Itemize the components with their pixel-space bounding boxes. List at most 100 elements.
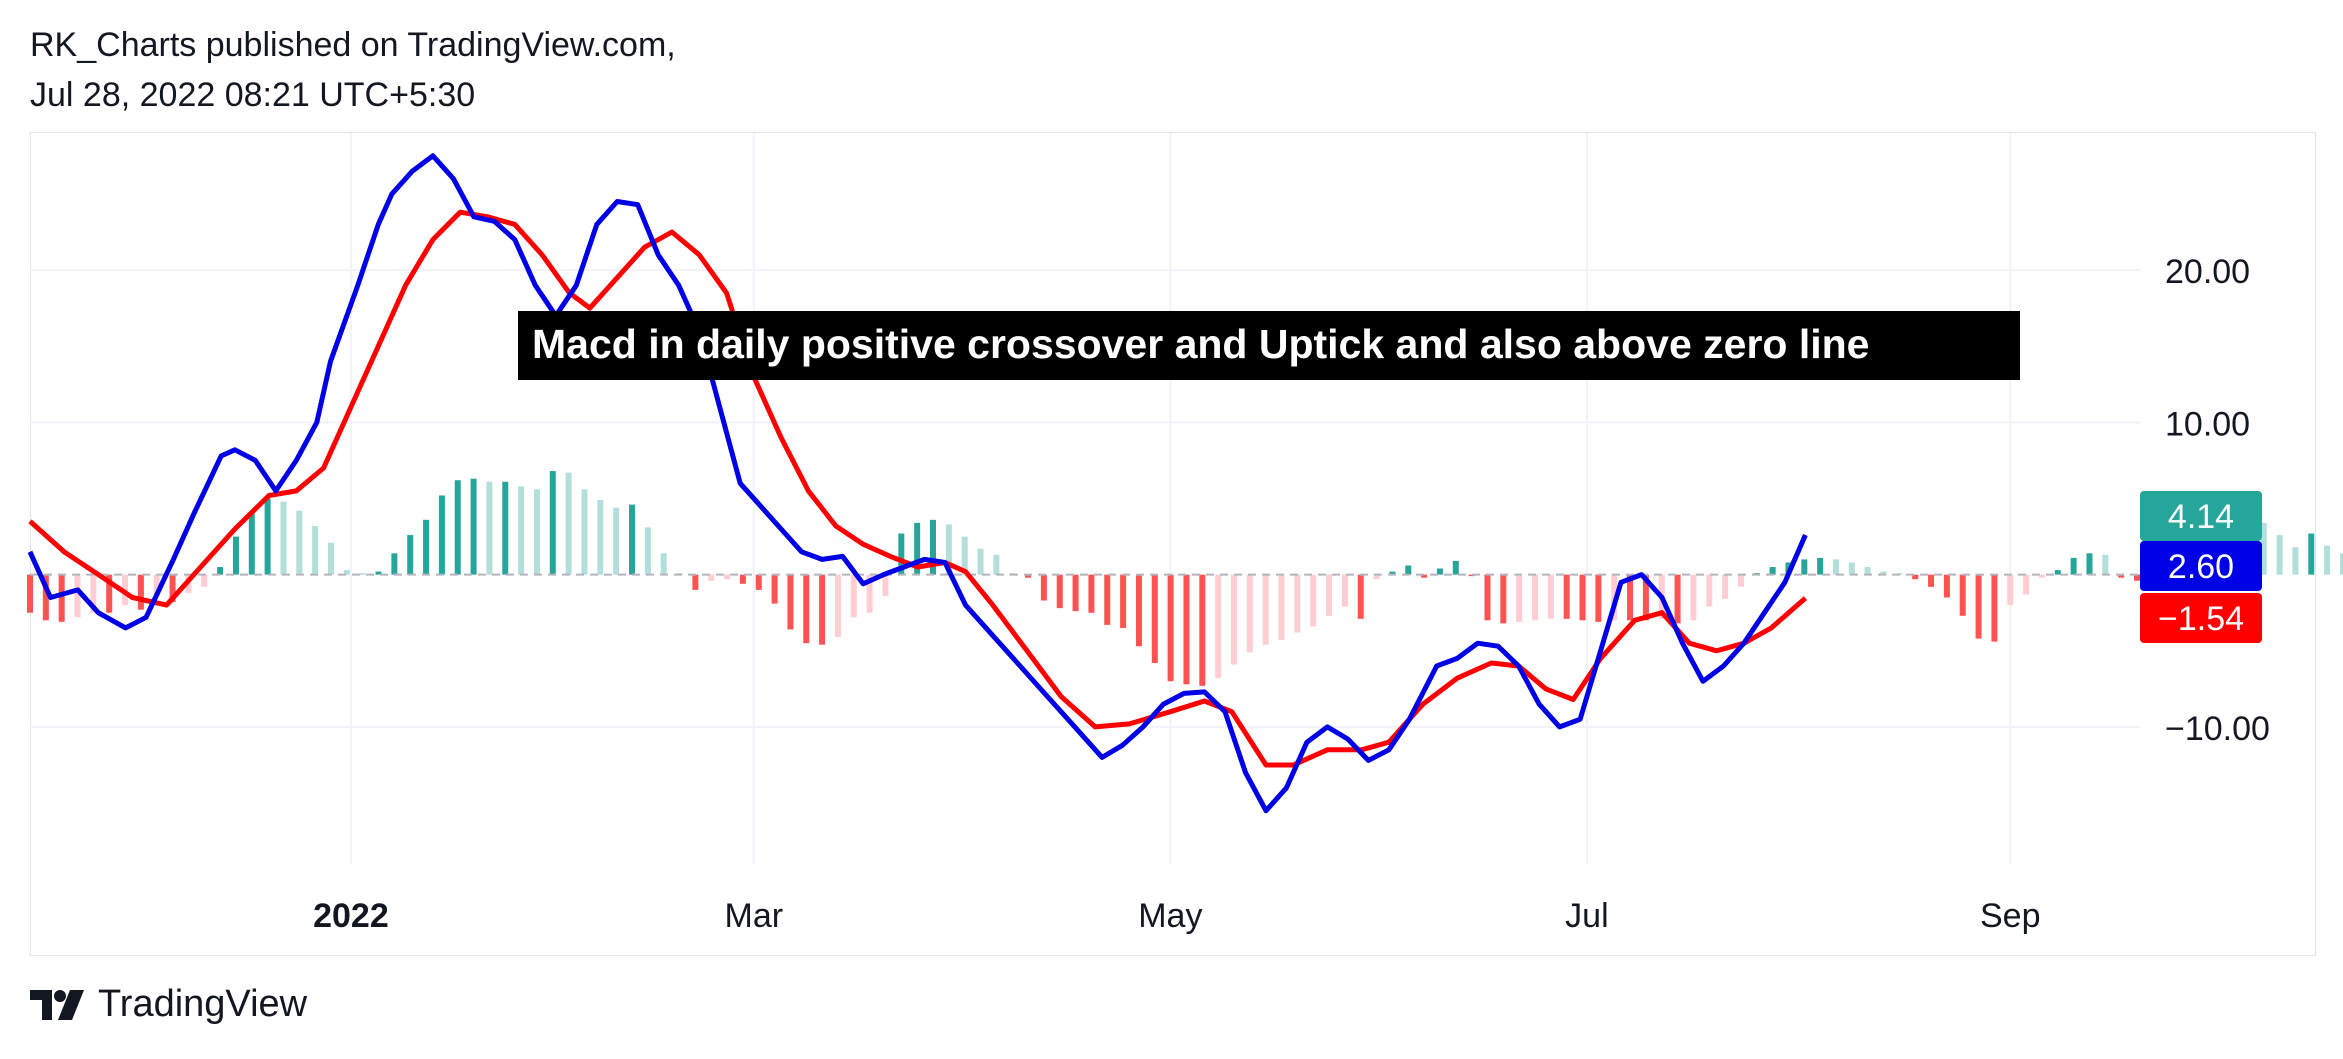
histogram-bar [375,571,382,575]
histogram-bar [1817,557,1824,575]
histogram-bar [1468,574,1475,577]
histogram-bar [90,574,97,613]
histogram-bar [1183,574,1190,685]
histogram-bar [2086,553,2093,575]
histogram-bar [1120,574,1127,628]
histogram-bar [106,574,113,613]
histogram-bar [549,471,556,575]
histogram-bar [1706,574,1713,607]
histogram-bar [2038,574,2045,578]
histogram-bar [2133,574,2140,581]
histogram-bar [961,536,968,575]
histogram-bar [58,574,65,622]
histogram-bar [2118,574,2125,578]
histogram-bar [1516,574,1523,622]
histogram-bar [1436,568,1443,575]
histogram-bar [169,574,176,603]
histogram-bar [217,567,224,575]
histogram-bar [819,574,826,645]
histogram-bar [470,478,477,575]
histogram-bar [1167,574,1174,682]
histogram-bar [1357,574,1364,619]
histogram-bar [153,574,160,596]
histogram-bar [423,519,430,575]
histogram-bar [2308,533,2315,575]
histogram-bar [1991,574,1998,642]
histogram-bar [2070,557,2077,575]
histogram-bar [1421,574,1428,578]
histogram-bar [993,554,1000,575]
histogram-bar [407,535,414,575]
histogram-bar [803,574,810,644]
histogram-bar [438,495,445,575]
histogram-bar [1975,574,1982,639]
histogram-bar [327,542,334,575]
histogram-bar [2324,545,2331,575]
histogram-bar [1547,574,1554,619]
histogram-bar [454,480,461,575]
histogram-bar [280,501,287,575]
publisher-line: RK_Charts published on TradingView.com, [30,26,676,64]
histogram-bar [1832,559,1839,575]
last-value-label-bg [2140,491,2262,541]
annotation-box: Macd in daily positive crossover and Upt… [518,311,2020,380]
publish-date: Jul 28, 2022 08:21 UTC+5:30 [30,76,476,114]
histogram-bar [1801,559,1808,575]
last-value-labels: 4.14 2.60 −1.54 [2140,491,2262,643]
histogram-bar [597,500,604,575]
histogram-bar [1373,574,1380,580]
histogram-bar [850,574,857,618]
histogram-bar [1405,565,1412,575]
histogram-bar [248,513,255,575]
histogram-bar [296,510,303,575]
histogram-bar [882,574,889,596]
chart-frame [30,132,2316,956]
x-tick-label: May [1138,897,1202,935]
histogram-bar [1737,574,1744,587]
histogram-bar [2339,553,2343,575]
histogram-bar [708,574,715,581]
histogram-bar [1912,574,1919,580]
histogram-bar [1072,574,1079,612]
signal-line [28,209,1808,768]
histogram-bar [1215,574,1222,679]
histogram-bar [312,525,319,575]
histogram-bar [1326,574,1333,616]
macd-line [27,153,1808,814]
histogram-bar [486,481,493,575]
histogram-bar [1452,560,1459,575]
histogram-bar [660,553,667,575]
histogram-bar [1848,562,1855,575]
histogram-bar [1627,574,1634,621]
histogram-bar [1310,574,1317,627]
histogram-bar [1690,574,1697,621]
y-tick-label: 10.00 [2165,405,2250,443]
histogram-bar [1880,571,1887,575]
histogram-bar [1294,574,1301,633]
histogram-bar [692,574,699,590]
histogram-bar [739,574,746,584]
tradingview-logo[interactable]: TradingView [30,983,307,1026]
histogram-bar [977,548,984,575]
histogram-bar [1151,574,1158,663]
tradingview-logo-icon [30,989,84,1020]
histogram-bar [644,527,651,575]
histogram-bar [898,533,905,575]
last-value-label-bg [2140,593,2262,643]
histogram-bar [1230,574,1237,665]
histogram-bar [1642,574,1649,621]
last-value-label: 2.60 [2168,548,2234,586]
histogram-bar [264,498,271,575]
chart-header: RK_Charts published on TradingView.com, … [30,20,676,120]
y-tick-label: 20.00 [2165,253,2250,291]
histogram-bar [1484,574,1491,621]
histogram-bar [581,489,588,575]
histogram-bar [1722,574,1729,600]
x-tick-label: Jul [1565,897,1608,935]
histogram-bar [1104,574,1111,625]
histogram-bar [2276,535,2283,575]
histogram-bar [1025,574,1032,578]
histogram-bar [771,574,778,604]
histogram-bar [1246,574,1253,653]
